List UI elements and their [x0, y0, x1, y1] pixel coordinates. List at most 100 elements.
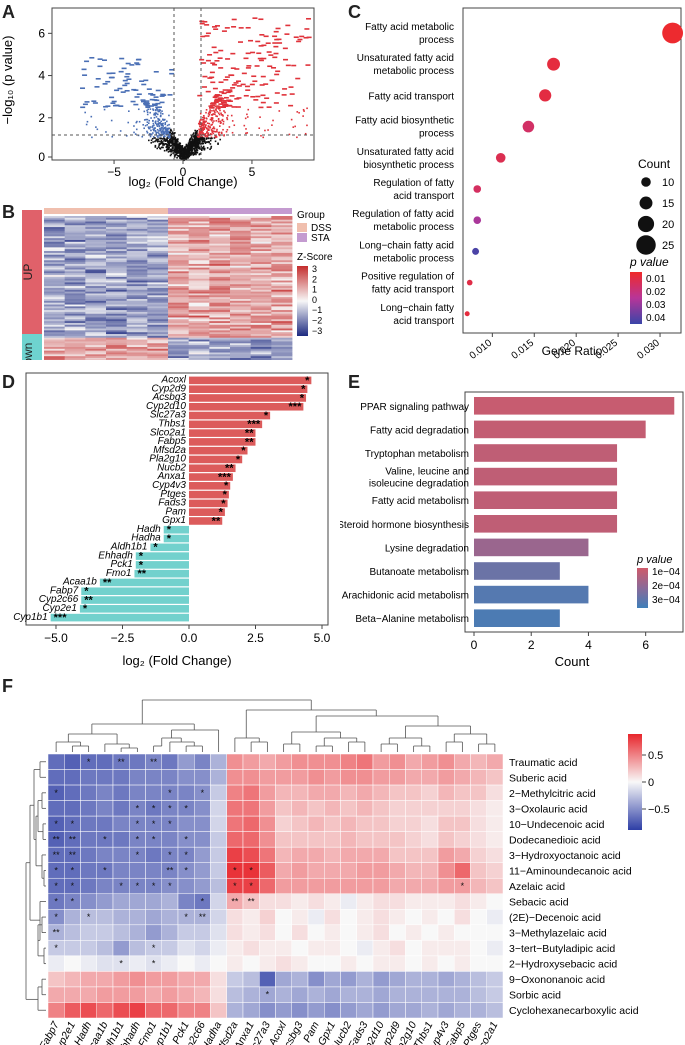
heatmap-cell: [147, 238, 169, 241]
correlation-cell: [324, 769, 341, 786]
correlation-cell: [275, 940, 292, 957]
heatmap-cell: [271, 299, 293, 302]
heatmap-cell: [230, 280, 252, 283]
correlation-star: *: [233, 881, 237, 891]
volcano-point: [245, 26, 251, 29]
heatmap-cell: [85, 311, 107, 315]
bars-xtick-label: −2.5: [111, 631, 135, 645]
correlation-cell: [210, 940, 227, 957]
volcano-point: [260, 94, 266, 97]
heatmap-cell: [147, 280, 169, 283]
heatmap-cell: [209, 245, 231, 248]
heatmap-cell: [230, 302, 252, 305]
volcano-point: [191, 148, 193, 151]
correlation-cell: [226, 800, 244, 817]
heatmap-cell: [85, 352, 107, 355]
fold-change-bar: [50, 613, 189, 622]
heatmap-cell: [209, 262, 231, 265]
volcano-point: [190, 136, 193, 139]
correlation-cell: [112, 924, 130, 941]
volcano-point: [183, 148, 186, 150]
heatmap-cell: [230, 289, 252, 293]
volcano-point: [165, 149, 168, 152]
correlation-cell: [242, 769, 260, 786]
volcano-point: [170, 137, 172, 140]
volcano-point: [155, 140, 157, 142]
volcano-point: [304, 132, 307, 135]
volcano-point: [196, 140, 199, 142]
heatmap-cell: [271, 295, 293, 298]
volcano-point: [167, 148, 170, 151]
volcano-point: [124, 82, 130, 85]
volcano-point: [147, 126, 150, 129]
heatmap-cell: [271, 311, 293, 315]
heatmap-cell: [188, 310, 210, 313]
volcano-point: [293, 36, 299, 39]
heatmap-cell: [188, 280, 210, 283]
heatmap-cell: [168, 278, 190, 281]
correlation-cell: [437, 831, 455, 848]
heatmap-cell: [147, 271, 169, 274]
correlation-cell: [340, 986, 357, 1003]
volcano-point: [81, 68, 87, 71]
volcano-point: [236, 97, 242, 99]
volcano-point: [246, 113, 248, 116]
heatmap-cell: [147, 269, 169, 272]
heatmap-cell: [106, 252, 128, 256]
correlation-cell: [372, 924, 390, 941]
term-label-line2: acid transport: [393, 191, 454, 202]
volcano-point: [263, 83, 269, 85]
heatmap-cell: [250, 234, 272, 237]
heatmap-cell: [250, 228, 272, 232]
correlation-cell: [96, 1002, 114, 1019]
volcano-point: [182, 150, 185, 152]
heatmap-cell: [188, 219, 210, 222]
heatmap-cells: [44, 208, 293, 360]
heatmap-cell: [168, 221, 190, 224]
heatmap-cell: [64, 291, 86, 294]
heatmap-cell: [271, 289, 293, 293]
heatmap-cell: [64, 260, 86, 263]
volcano-point: [188, 147, 191, 150]
volcano-point: [180, 153, 182, 156]
heatmap-cell: [188, 276, 210, 280]
volcano-point: [89, 56, 95, 59]
heatmap-cell: [64, 322, 86, 326]
correlation-cell: [486, 815, 504, 832]
volcano-point: [143, 110, 146, 113]
volcano-point: [223, 110, 225, 112]
heatmap-cell: [209, 335, 231, 339]
heatmap-cell: [126, 234, 148, 237]
correlation-cell: [80, 986, 97, 1003]
heatmap-cell: [147, 249, 169, 252]
heatmap-cell: [209, 247, 231, 250]
heatmap-cell: [271, 306, 293, 309]
volcano-point: [165, 131, 168, 133]
correlation-cell: [112, 800, 130, 817]
volcano-point: [207, 112, 210, 115]
zscore-legend-title: Z-Score: [297, 252, 333, 263]
heatmap-cell: [230, 358, 252, 360]
heatmap-cell: [44, 334, 66, 337]
correlation-cell: [454, 784, 471, 801]
heatmap-cell: [85, 343, 107, 346]
volcano-point: [234, 98, 240, 100]
volcano-point: [194, 137, 196, 140]
volcano-point: [114, 89, 120, 92]
heatmap-cell: [188, 297, 210, 300]
volcano-point: [217, 97, 223, 99]
correlation-star: *: [168, 788, 172, 798]
heatmap-cell: [230, 232, 252, 235]
volcano-point: [238, 27, 244, 29]
correlation-cell: [80, 846, 97, 863]
heatmap-cell: [271, 332, 293, 335]
kegg-label: PPAR signaling pathway: [360, 402, 469, 413]
volcano-point: [84, 101, 90, 103]
volcano-point: [220, 112, 222, 115]
heatmap-cell: [147, 350, 169, 353]
correlation-cell: [470, 940, 487, 957]
volcano-point: [160, 93, 166, 96]
volcano-point: [158, 124, 160, 127]
significance-stars: *: [264, 410, 269, 422]
volcano-point: [254, 65, 260, 67]
